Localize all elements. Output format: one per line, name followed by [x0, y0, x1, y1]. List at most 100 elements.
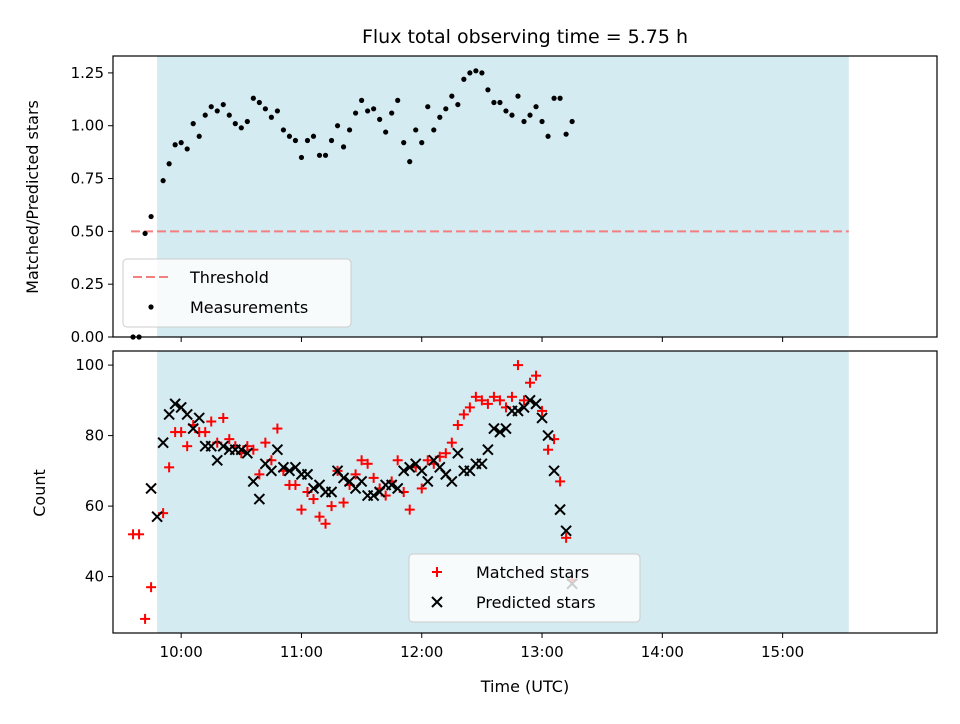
- matched-point: [440, 448, 451, 459]
- y-tick-label: 40: [85, 568, 104, 586]
- measurement-point: [413, 127, 419, 133]
- predicted-point: [217, 440, 229, 452]
- measurement-point: [346, 127, 353, 133]
- predicted-point: [524, 394, 536, 407]
- predicted-point: [253, 493, 266, 505]
- predicted-point: [325, 486, 338, 498]
- measurement-point: [142, 230, 148, 237]
- matched-point: [140, 613, 151, 624]
- measurement-point: [340, 144, 347, 150]
- matched-point: [555, 476, 566, 487]
- predicted-point: [337, 472, 350, 484]
- series-measurements: [130, 68, 575, 340]
- measurement-point: [533, 104, 539, 110]
- matched-point: [464, 402, 475, 413]
- predicted-point: [542, 429, 554, 442]
- predicted-point: [355, 475, 368, 488]
- measurement-point: [395, 97, 401, 103]
- measurement-point: [365, 108, 371, 114]
- matched-point: [470, 391, 481, 402]
- predicted-point: [265, 465, 278, 477]
- matched-point: [543, 444, 554, 455]
- predicted-point: [391, 482, 404, 495]
- measurement-point: [485, 87, 491, 93]
- y-tick-label: 1.00: [71, 117, 104, 135]
- y-tick-label: 0.00: [71, 328, 104, 346]
- measurement-point: [256, 99, 262, 106]
- measurement-point: [491, 99, 497, 106]
- measurement-point: [268, 114, 274, 120]
- matched-point: [537, 405, 548, 416]
- bottom-panel: Time (UTC) Count 10:00 11:00 12:00 13:00 14:…: [30, 350, 938, 696]
- predicted-point: [385, 479, 398, 491]
- measurement-point: [298, 154, 305, 161]
- matched-point: [164, 462, 175, 473]
- matched-point: [494, 395, 505, 406]
- matched-point: [476, 395, 487, 406]
- predicted-point: [404, 461, 416, 474]
- matched-point: [224, 434, 235, 445]
- matched-point: [356, 455, 367, 466]
- series-predicted-stars: [145, 394, 578, 590]
- measurement-point: [563, 131, 569, 137]
- predicted-point: [530, 398, 542, 410]
- x-tick-label: 11:00: [280, 643, 323, 661]
- measurement-point: [238, 125, 244, 131]
- measurement-point: [262, 106, 268, 112]
- predicted-point: [416, 465, 428, 477]
- legend-label: Threshold: [189, 268, 269, 287]
- measurement-point: [316, 152, 323, 158]
- legend-measurement-swatch: [148, 304, 154, 310]
- measurement-point: [377, 116, 383, 122]
- measurement-point: [521, 118, 527, 125]
- matched-point: [392, 455, 403, 466]
- predicted-point: [205, 440, 217, 452]
- y-tick-label: 0.50: [71, 222, 104, 240]
- measurement-point: [322, 152, 329, 158]
- measurement-point: [551, 95, 557, 101]
- x-axis-label: Time (UTC): [480, 677, 569, 696]
- matched-point: [458, 409, 469, 420]
- measurement-point: [352, 110, 359, 116]
- predicted-point: [145, 482, 157, 495]
- measurement-point: [449, 93, 455, 99]
- predicted-point: [163, 408, 175, 421]
- matched-point: [308, 494, 319, 505]
- measurement-point: [401, 140, 407, 146]
- matched-point: [206, 416, 217, 427]
- matched-point: [422, 455, 433, 466]
- measurement-point: [274, 108, 280, 114]
- predicted-point: [476, 458, 488, 470]
- predicted-point: [548, 465, 560, 477]
- predicted-point: [397, 465, 410, 477]
- matched-point: [338, 497, 349, 508]
- predicted-point: [488, 422, 500, 435]
- measurement-point: [220, 101, 226, 108]
- measurement-point: [443, 106, 449, 112]
- predicted-point: [271, 443, 284, 456]
- measurement-point: [166, 161, 172, 167]
- predicted-point: [247, 475, 260, 488]
- measurement-point: [425, 104, 431, 110]
- measurement-point: [383, 129, 389, 135]
- y-tick-label: 60: [85, 497, 104, 515]
- measurement-point: [208, 104, 214, 110]
- legend-label: Measurements: [190, 298, 308, 317]
- measurement-point: [359, 97, 365, 103]
- matched-point: [482, 398, 493, 409]
- x-tick-label: 12:00: [400, 643, 443, 661]
- matched-point: [404, 504, 415, 515]
- measurement-point: [389, 110, 395, 116]
- legend-label: Matched stars: [476, 563, 589, 582]
- measurement-point: [539, 118, 545, 125]
- measurement-point: [160, 178, 166, 184]
- predicted-point: [169, 398, 181, 410]
- predicted-point: [554, 503, 566, 516]
- measurement-point: [292, 137, 299, 144]
- measurement-point: [497, 99, 503, 106]
- predicted-point: [235, 443, 248, 456]
- matched-point: [260, 437, 271, 448]
- y-tick-label: 1.25: [71, 64, 104, 82]
- predicted-point: [367, 489, 380, 502]
